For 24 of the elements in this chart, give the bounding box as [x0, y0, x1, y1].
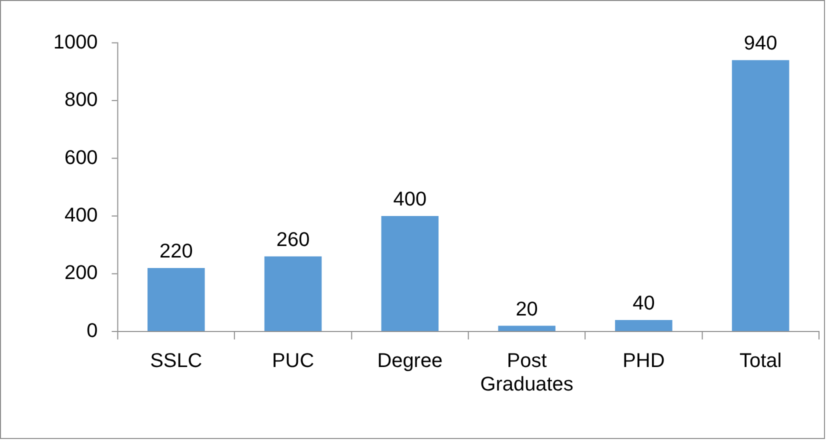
y-tick-label: 1000	[53, 31, 98, 54]
x-tick-label: Post Graduates	[480, 350, 574, 396]
bar	[498, 326, 556, 331]
data-label: 940	[744, 32, 778, 55]
y-tick-label: 400	[64, 204, 98, 226]
y-tick-label: 800	[64, 89, 98, 112]
data-label: 40	[632, 292, 655, 314]
x-tick-label: PUC	[272, 350, 314, 372]
bar	[615, 320, 672, 331]
bar	[381, 216, 439, 331]
data-label: 260	[276, 229, 310, 251]
x-tick-label: Total	[740, 350, 782, 372]
bar	[148, 268, 205, 331]
x-tick-label: Degree	[377, 350, 443, 372]
data-label: 20	[516, 298, 538, 320]
x-tick-label: PHD	[622, 350, 665, 372]
y-tick-label: 0	[86, 320, 98, 342]
bar	[732, 60, 790, 331]
y-tick-label: 200	[64, 262, 98, 284]
bar	[264, 256, 322, 331]
x-tick-label: SSLC	[150, 350, 202, 372]
y-tick-label: 600	[64, 146, 98, 169]
data-label: 400	[393, 188, 427, 211]
data-label: 220	[160, 240, 193, 263]
